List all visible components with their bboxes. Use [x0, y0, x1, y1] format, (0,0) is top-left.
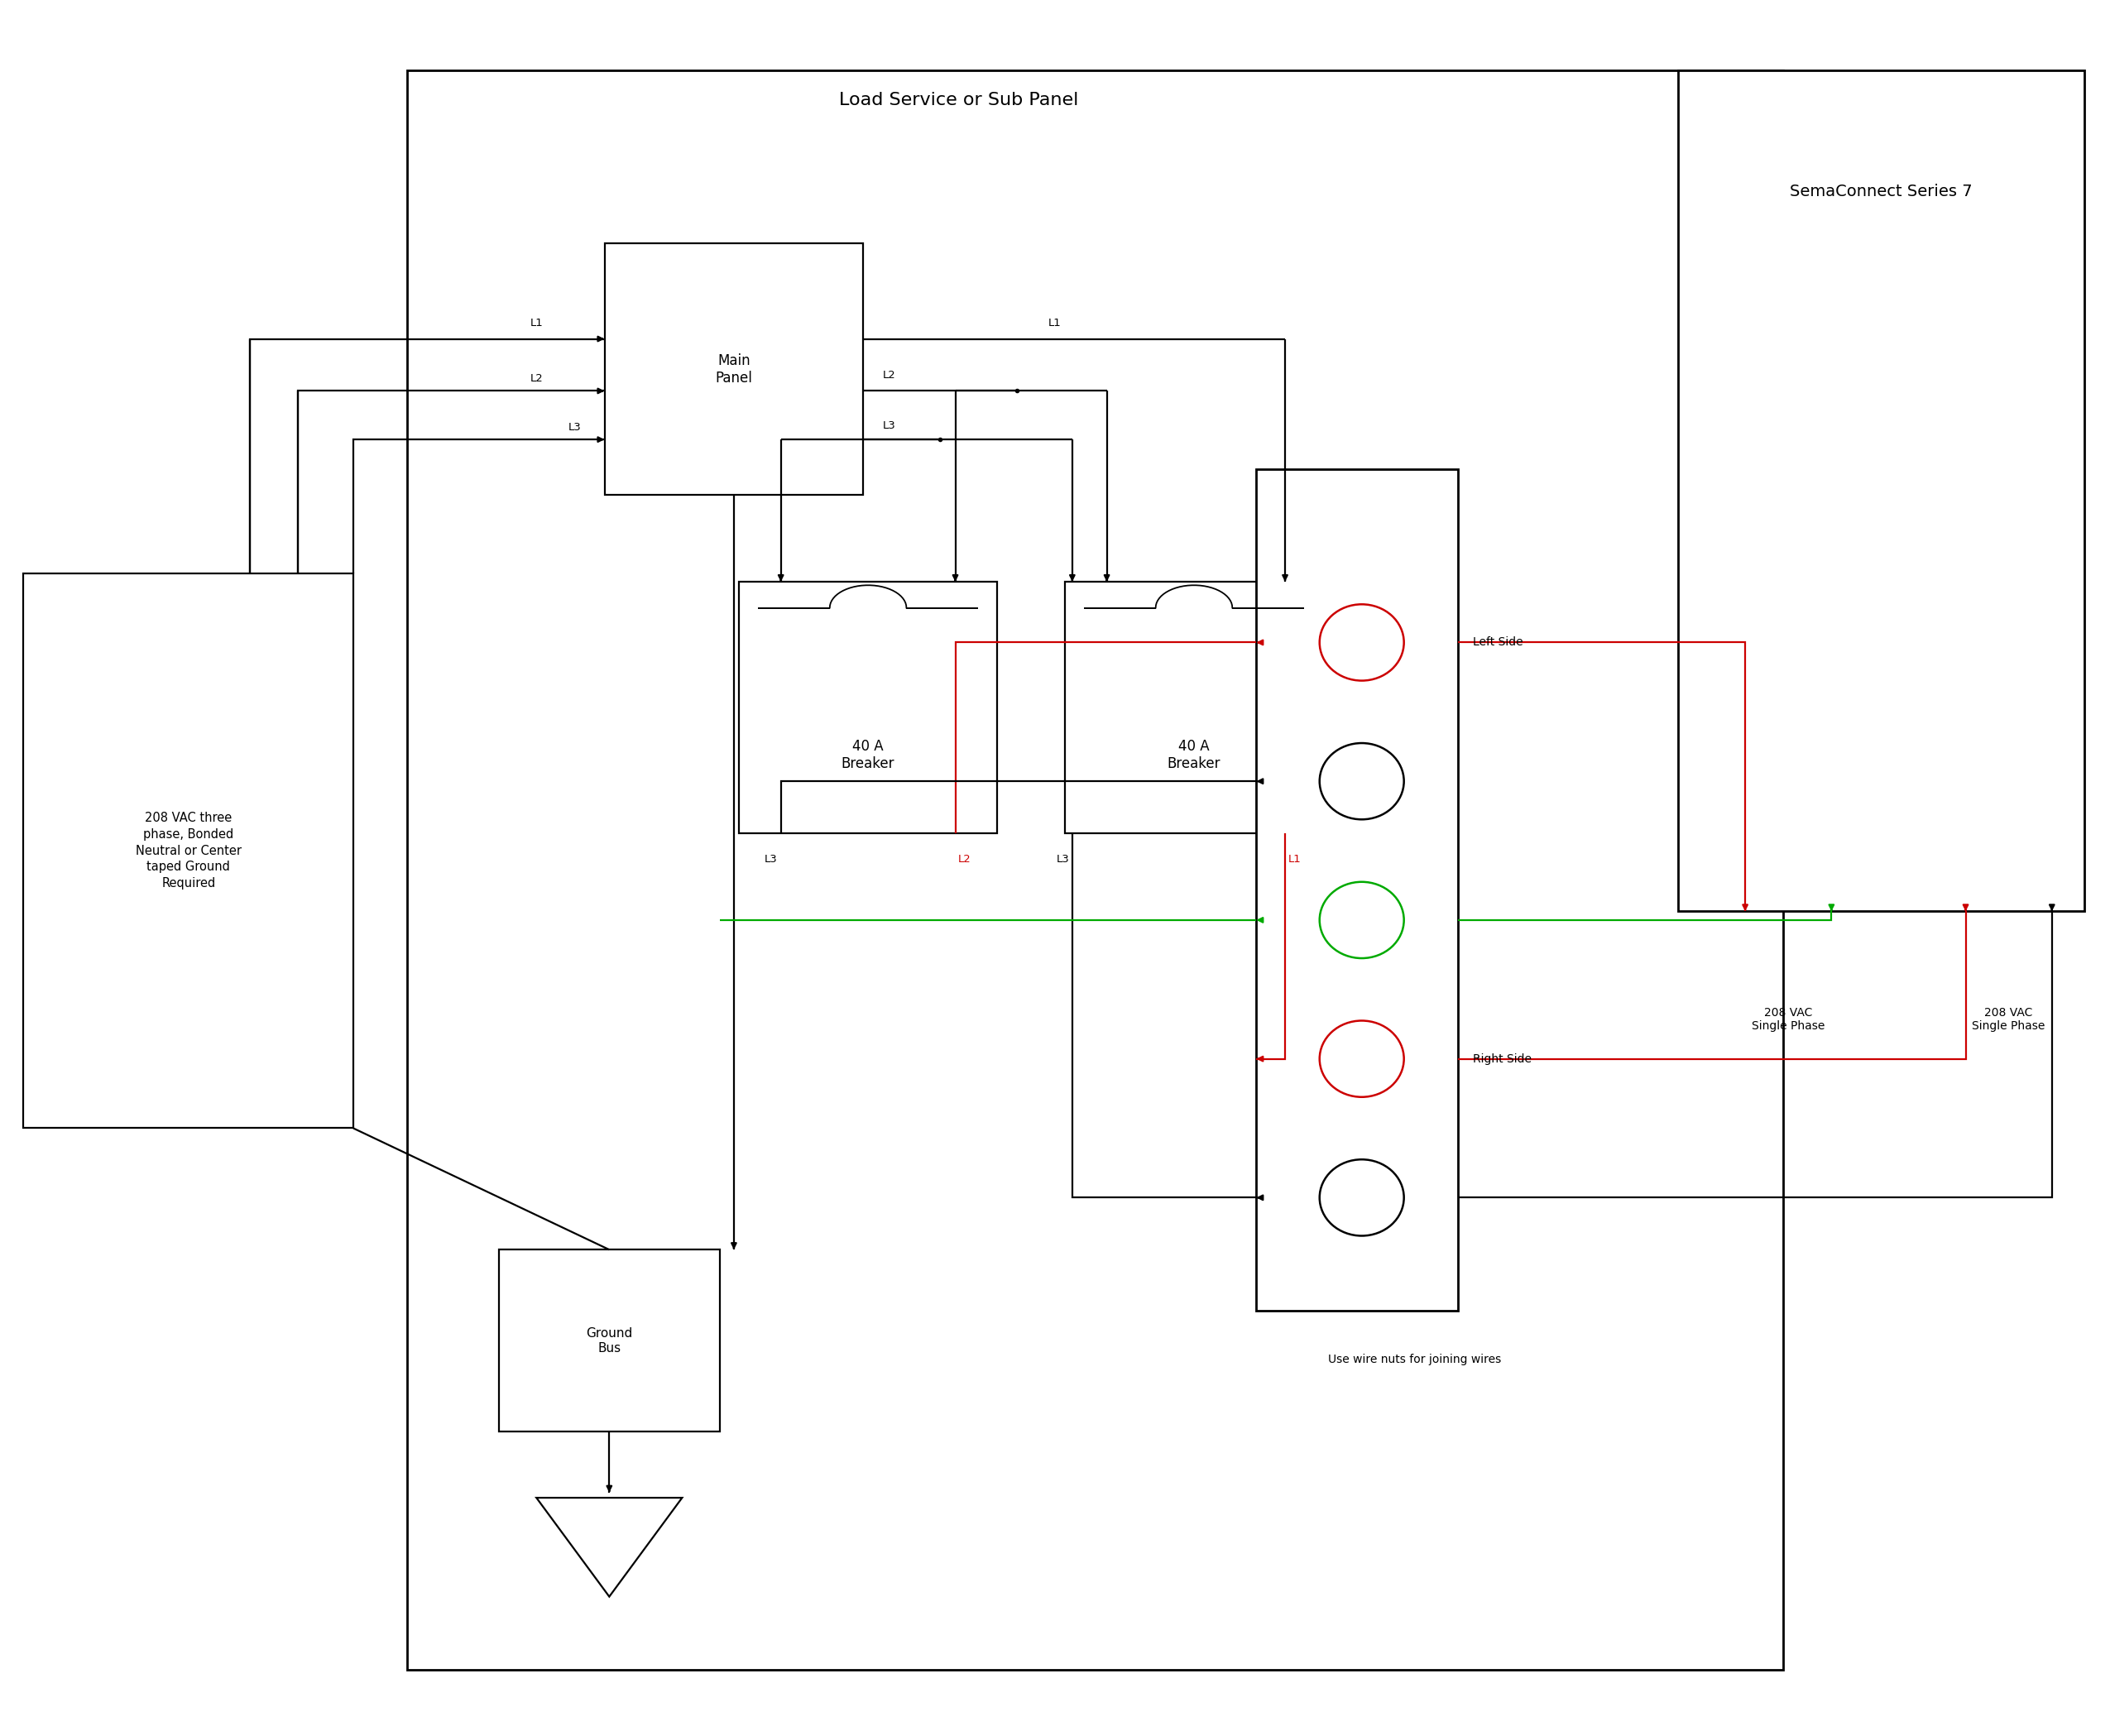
Bar	[603, 243, 863, 495]
Text: L3: L3	[882, 420, 895, 431]
Text: SemaConnect Series 7: SemaConnect Series 7	[1789, 184, 1973, 200]
Bar	[407, 69, 1783, 1670]
Text: L3: L3	[1057, 854, 1070, 865]
Text: L2: L2	[958, 854, 971, 865]
Text: Right Side: Right Side	[1473, 1054, 1532, 1064]
Text: Main
Panel: Main Panel	[715, 352, 753, 385]
Text: L1: L1	[1049, 318, 1061, 328]
Text: 40 A
Breaker: 40 A Breaker	[842, 740, 895, 771]
Bar	[500, 1250, 720, 1432]
Text: Ground
Bus: Ground Bus	[587, 1328, 633, 1354]
Text: 208 VAC
Single Phase: 208 VAC Single Phase	[1751, 1007, 1825, 1031]
Text: L3: L3	[568, 422, 582, 432]
Text: Use wire nuts for joining wires: Use wire nuts for joining wires	[1327, 1354, 1500, 1364]
Text: 208 VAC
Single Phase: 208 VAC Single Phase	[1973, 1007, 2045, 1031]
Bar	[1255, 469, 1458, 1311]
Text: Left Side: Left Side	[1473, 637, 1523, 648]
Bar	[1066, 582, 1323, 833]
Bar	[23, 573, 352, 1128]
Text: 208 VAC three
phase, Bonded
Neutral or Center
taped Ground
Required: 208 VAC three phase, Bonded Neutral or C…	[135, 812, 241, 889]
Text: L3: L3	[764, 854, 779, 865]
Text: Load Service or Sub Panel: Load Service or Sub Panel	[840, 92, 1078, 108]
Text: L1: L1	[1287, 854, 1302, 865]
Text: L2: L2	[530, 373, 542, 384]
Text: 40 A
Breaker: 40 A Breaker	[1167, 740, 1222, 771]
Text: L2: L2	[882, 370, 895, 380]
Bar	[738, 582, 998, 833]
Bar	[1677, 69, 2085, 911]
Text: L1: L1	[530, 318, 542, 328]
